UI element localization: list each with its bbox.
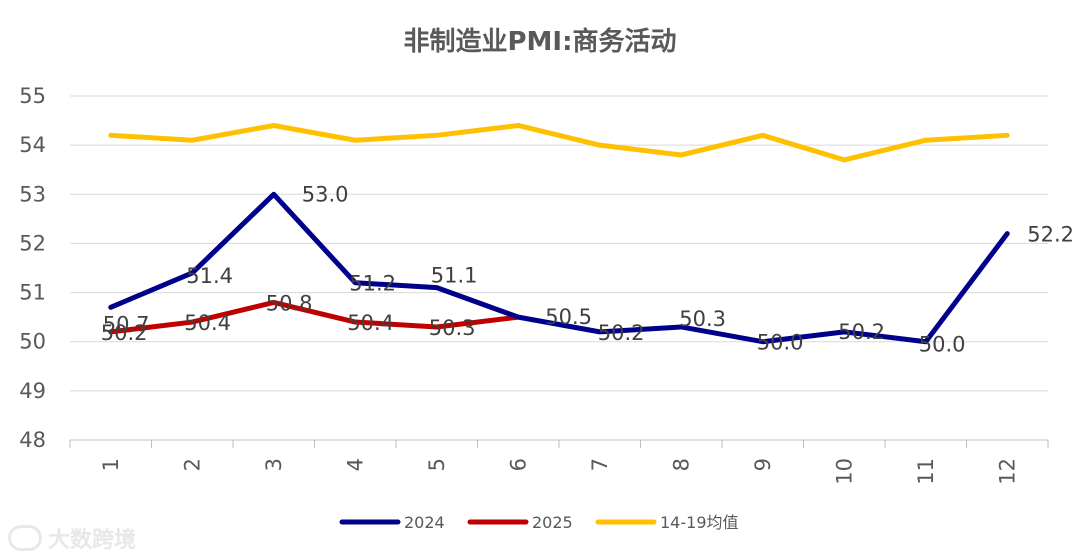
y-tick-label: 52 [19,231,46,255]
x-tick-label: 4 [343,458,367,471]
x-tick-label: 3 [262,458,286,471]
x-tick-label: 8 [669,458,693,471]
y-tick-label: 51 [19,281,46,305]
data-label-2024: 50.2 [598,321,645,345]
x-tick-label: 6 [506,458,530,471]
legend-label-2025: 2025 [532,513,573,532]
watermark-logo-icon [8,525,42,551]
y-tick-label: 54 [19,133,46,157]
y-tick-label: 48 [19,428,46,452]
legend-label-14-19均值: 14-19均值 [660,513,739,532]
data-label-2024: 53.0 [302,182,349,206]
chart-title: 非制造业PMI:商务活动 [403,26,676,57]
data-label-2024: 50.5 [545,305,592,329]
legend: 2024 2025 14-19均值 [339,513,739,532]
grid-lines [69,95,1049,448]
data-label-2024: 51.2 [349,272,396,296]
series-line-2025 [108,299,521,335]
data-label-2024: 50.7 [103,312,150,336]
data-label-2024: 50.0 [919,333,966,357]
series-lines [108,122,1010,345]
data-label-2025: 50.2 [101,321,148,345]
x-tick-label: 7 [588,458,612,471]
x-axis-ticks: 1 2 3 4 5 6 7 8 9 10 11 12 [99,458,1020,485]
data-label-2024: 50.2 [838,320,885,344]
y-tick-label: 55 [19,84,46,108]
data-label-2024: 51.1 [431,264,478,288]
y-tick-label: 50 [19,330,46,354]
data-label-2024: 52.2 [1027,223,1074,247]
data-label-2025: 50.8 [266,291,313,315]
x-tick-label: 12 [995,458,1019,485]
watermark-text: 大数跨境 [48,528,137,553]
y-tick-label: 53 [19,182,46,206]
series-line-2024 [108,191,1010,345]
data-label-2024: 50.3 [679,307,726,331]
x-tick-label: 5 [425,458,449,471]
legend-label-2024: 2024 [404,513,445,532]
x-tick-label: 2 [180,458,204,471]
x-tick-label: 10 [832,458,856,485]
data-label-2025: 50.4 [184,311,231,335]
y-tick-label: 49 [19,379,46,403]
x-tick-label: 9 [751,458,775,471]
watermark: 大数跨境 [8,522,136,554]
x-tick-label: 1 [99,458,123,471]
y-axis-ticks: 48 49 50 51 52 53 54 55 [19,84,46,452]
data-label-2024: 50.0 [757,331,804,355]
data-label-2024: 51.4 [186,264,233,288]
data-label-2025: 50.3 [429,316,476,340]
x-tick-label: 11 [914,458,938,485]
series-line-14-19均值 [108,122,1010,163]
data-label-2025: 50.4 [347,311,394,335]
data-labels: 50.751.453.051.2 51.150.550.250.350.0 50.2… [101,182,1074,356]
